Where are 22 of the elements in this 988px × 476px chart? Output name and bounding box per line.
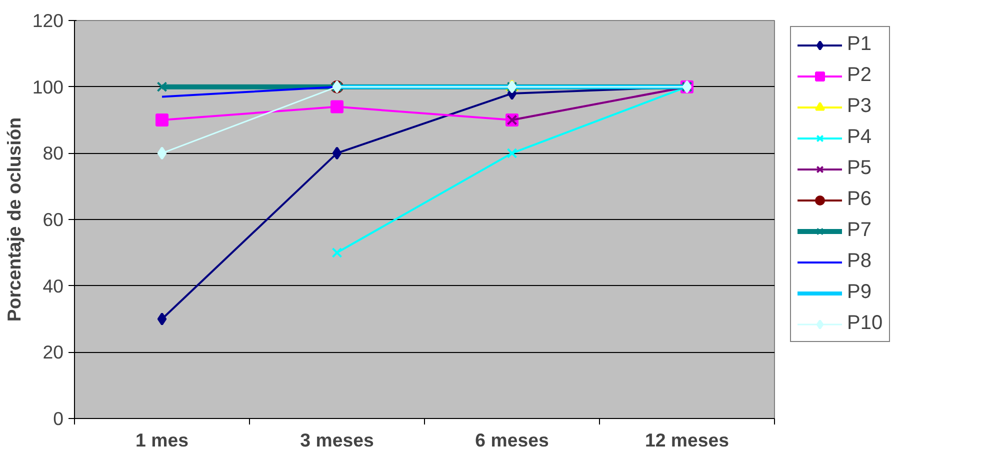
legend-label: P9 xyxy=(847,281,872,304)
legend-label: P8 xyxy=(847,250,872,273)
x-tick-label: 3 meses xyxy=(300,430,374,450)
y-tick-label: 20 xyxy=(42,342,64,363)
y-tick-label: 40 xyxy=(42,275,64,296)
x-tick-label: 1 mes xyxy=(136,430,188,450)
y-tick-label: 120 xyxy=(32,10,64,31)
legend-label: P5 xyxy=(847,157,872,180)
y-tick-label: 80 xyxy=(42,142,64,164)
legend-label: P2 xyxy=(847,64,872,87)
legend-label: P1 xyxy=(847,33,872,56)
legend-label: P3 xyxy=(847,95,872,118)
legend-label: P7 xyxy=(847,219,872,242)
legend-label: P10 xyxy=(847,312,883,335)
y-tick-label: 100 xyxy=(32,76,64,98)
y-tick-label: 0 xyxy=(53,408,64,429)
x-tick-label: 6 meses xyxy=(475,430,549,450)
legend-label: P4 xyxy=(847,126,872,149)
legend-label: P6 xyxy=(847,188,872,211)
x-tick-label: 12 meses xyxy=(644,430,730,450)
y-axis-title: Porcentaje de oclusión xyxy=(3,117,24,322)
y-tick-label: 60 xyxy=(42,209,64,230)
